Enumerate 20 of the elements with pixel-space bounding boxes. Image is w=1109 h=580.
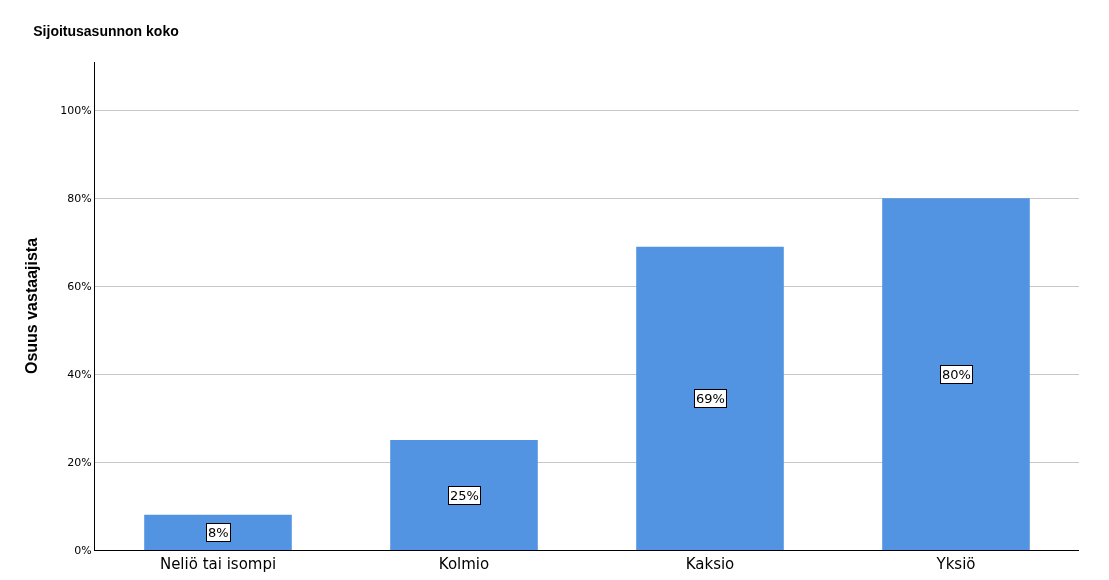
data-label: 8% — [208, 525, 229, 540]
x-tick-label: Kolmio — [438, 555, 490, 573]
x-tick-label: Neliö tai isompi — [159, 555, 277, 573]
bar — [390, 440, 538, 550]
data-label: 25% — [450, 488, 479, 503]
chart-title: Sijoitusasunnon koko — [33, 22, 179, 39]
y-axis-title: Osuus vastaajista — [23, 237, 41, 375]
y-tick-label: 60% — [67, 280, 92, 294]
data-label: 69% — [696, 391, 725, 406]
bar — [636, 246, 784, 550]
bar — [882, 198, 1030, 550]
x-tick-label: Yksiö — [935, 555, 976, 573]
bar — [144, 514, 292, 550]
y-tick-label: 40% — [67, 367, 92, 381]
x-tick-label: Kaksio — [685, 555, 735, 573]
y-tick-label: 20% — [67, 455, 92, 469]
y-tick-label: 80% — [67, 192, 92, 206]
y-tick-label: 100% — [60, 104, 92, 118]
y-tick-label: 0% — [74, 543, 92, 557]
data-label: 80% — [942, 367, 971, 382]
